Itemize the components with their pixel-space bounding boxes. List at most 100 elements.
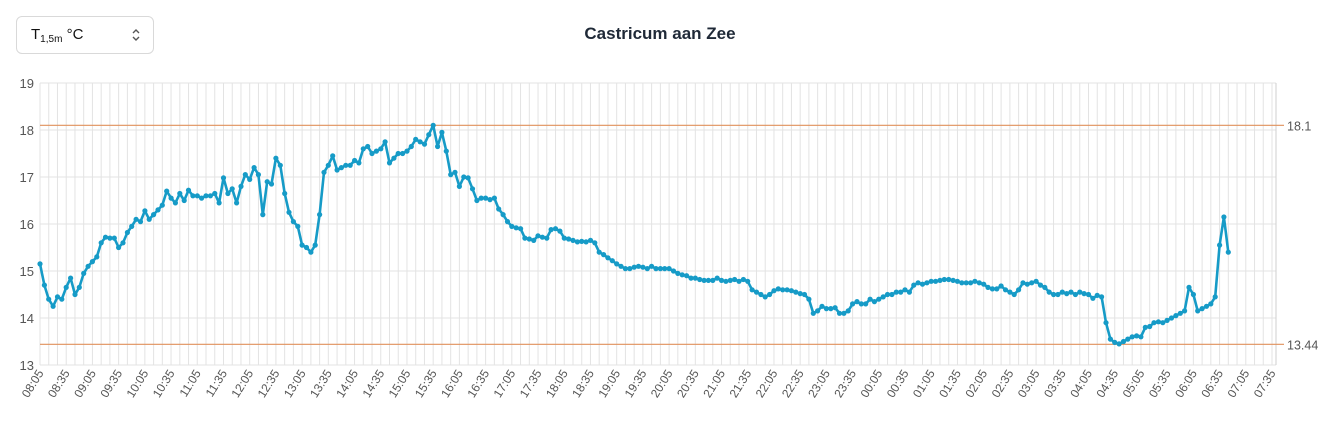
data-point — [710, 277, 716, 283]
data-point — [793, 289, 799, 295]
data-point — [933, 278, 939, 284]
x-tick-label: 06:05 — [1172, 367, 1200, 400]
data-point — [535, 233, 541, 239]
data-point — [37, 261, 43, 267]
data-point — [199, 195, 205, 201]
data-point — [54, 294, 61, 300]
data-point — [1177, 310, 1183, 316]
data-point — [400, 150, 406, 157]
data-point — [635, 263, 642, 269]
data-point — [915, 280, 921, 286]
data-point — [478, 195, 484, 201]
data-point — [902, 287, 908, 293]
x-tick-label: 07:35 — [1251, 367, 1279, 400]
data-point — [566, 236, 572, 242]
data-point — [919, 281, 926, 287]
data-point — [151, 212, 157, 218]
data-point — [631, 264, 637, 270]
data-point — [871, 299, 878, 305]
x-tick-label: 04:35 — [1093, 367, 1121, 400]
data-point — [649, 263, 655, 269]
x-tick-label: 17:35 — [517, 367, 545, 400]
data-point — [688, 275, 694, 281]
data-point — [365, 143, 371, 150]
data-point — [1055, 291, 1061, 298]
x-tick-label: 04:05 — [1067, 367, 1095, 400]
x-tick-label: 15:35 — [412, 367, 440, 400]
data-point — [382, 139, 388, 145]
data-point — [260, 212, 266, 218]
x-tick-label: 05:35 — [1146, 367, 1174, 400]
data-point — [810, 310, 816, 316]
variable-select[interactable]: T1,5m °C — [16, 16, 154, 54]
data-point — [981, 281, 987, 287]
data-point — [491, 195, 497, 201]
data-point — [513, 225, 519, 231]
data-point — [1094, 292, 1100, 298]
data-point — [338, 165, 344, 171]
x-tick-label: 12:05 — [228, 367, 256, 400]
data-point — [404, 148, 410, 154]
x-tick-label: 06:35 — [1198, 367, 1226, 400]
data-point — [771, 288, 777, 294]
x-tick-label: 19:35 — [622, 367, 650, 400]
data-point — [1125, 336, 1131, 342]
data-point — [251, 165, 257, 171]
data-point — [959, 280, 965, 286]
data-point — [1212, 294, 1218, 300]
data-point — [1186, 284, 1192, 290]
x-tick-label: 19:05 — [595, 367, 623, 400]
data-point — [583, 239, 589, 245]
data-point — [1182, 308, 1188, 314]
x-tick-label: 09:35 — [97, 367, 125, 400]
data-point — [657, 266, 664, 272]
data-point — [801, 291, 808, 298]
data-point — [391, 155, 397, 161]
data-point — [1064, 291, 1070, 297]
data-point — [596, 249, 602, 255]
data-point — [587, 237, 594, 243]
x-tick-label: 21:35 — [727, 367, 755, 400]
data-point — [229, 186, 235, 192]
data-point — [985, 284, 991, 290]
x-tick-label: 11:05 — [177, 367, 204, 399]
data-point — [168, 195, 174, 201]
data-point — [753, 289, 760, 295]
data-point — [1046, 289, 1052, 295]
data-point — [395, 150, 401, 157]
data-point — [989, 286, 996, 292]
data-point — [448, 172, 454, 178]
data-point — [220, 175, 227, 181]
data-point — [290, 219, 296, 225]
data-point — [679, 272, 685, 278]
data-point — [557, 228, 563, 234]
data-point — [1160, 320, 1166, 326]
data-point — [378, 146, 384, 152]
data-point — [85, 263, 91, 269]
data-point — [732, 276, 738, 283]
data-point — [1033, 278, 1039, 284]
data-point — [487, 197, 493, 203]
data-point — [1134, 333, 1140, 339]
data-point — [863, 301, 869, 307]
x-tick-label: 07:05 — [1225, 367, 1253, 400]
data-point — [386, 160, 393, 166]
data-point — [854, 299, 860, 305]
data-point — [1011, 291, 1017, 298]
data-point — [282, 190, 288, 197]
data-point — [937, 277, 943, 283]
data-point — [102, 234, 109, 240]
data-point — [867, 296, 873, 302]
data-point — [963, 280, 969, 286]
data-point — [1208, 301, 1214, 307]
data-point — [788, 288, 795, 294]
x-tick-label: 12:35 — [255, 367, 283, 400]
data-point — [321, 169, 327, 175]
data-point — [1024, 281, 1030, 287]
variable-select-label: T1,5m °C — [31, 25, 84, 45]
data-point — [212, 190, 218, 197]
data-point — [928, 278, 934, 284]
x-tick-label: 00:05 — [858, 367, 886, 400]
data-point — [1217, 242, 1223, 248]
data-point — [277, 162, 283, 168]
